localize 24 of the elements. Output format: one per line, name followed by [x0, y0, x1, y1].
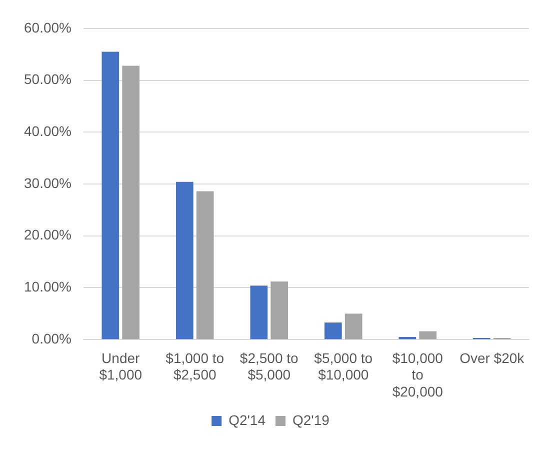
bar	[122, 66, 140, 340]
x-tick-label: $1,000 to $2,500	[166, 350, 224, 383]
y-tick-label: 30.00%	[24, 174, 72, 191]
y-tick-label: 20.00%	[24, 226, 72, 243]
y-tick-label: 40.00%	[24, 122, 72, 139]
bar	[176, 182, 194, 340]
y-tick-label: 10.00%	[24, 278, 72, 295]
x-tick-label: $10,000 to $20,000	[392, 350, 444, 400]
y-tick-label: 0.00%	[32, 330, 72, 346]
bar	[270, 282, 288, 340]
bar	[250, 286, 268, 340]
bar	[102, 52, 120, 340]
bar	[324, 322, 342, 340]
legend-label: Q2'14	[228, 412, 266, 428]
x-tick-label: Over $20k	[460, 350, 526, 366]
bar	[419, 331, 437, 340]
x-tick-label: $5,000 to $10,000	[314, 350, 373, 383]
y-tick-label: 60.00%	[24, 19, 72, 36]
bar	[196, 191, 214, 340]
legend-label: Q2'19	[292, 412, 330, 428]
x-tick-label: $2,500 to $5,000	[240, 350, 299, 383]
bar	[344, 314, 362, 340]
y-tick-label: 50.00%	[24, 71, 72, 88]
x-tick-label: Under $1,000	[99, 350, 142, 383]
